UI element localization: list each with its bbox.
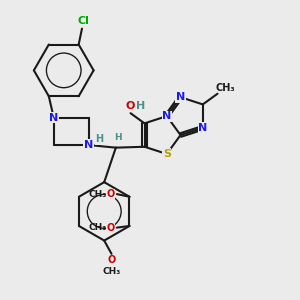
Text: CH₃: CH₃ xyxy=(88,223,107,232)
Text: H: H xyxy=(95,134,103,144)
Text: O: O xyxy=(106,189,114,199)
Text: H: H xyxy=(114,133,121,142)
Text: CH₃: CH₃ xyxy=(102,267,121,276)
Text: Cl: Cl xyxy=(77,16,89,26)
Text: H: H xyxy=(136,101,145,111)
Text: O: O xyxy=(107,256,116,266)
Text: CH₃: CH₃ xyxy=(88,190,107,199)
Text: N: N xyxy=(84,140,93,150)
Text: N: N xyxy=(176,92,185,102)
Text: O: O xyxy=(106,223,114,232)
Text: CH₃: CH₃ xyxy=(216,83,236,93)
Text: N: N xyxy=(198,123,207,133)
Text: S: S xyxy=(163,149,171,159)
Text: N: N xyxy=(49,113,58,123)
Text: O: O xyxy=(126,101,135,111)
Text: N: N xyxy=(162,111,171,121)
